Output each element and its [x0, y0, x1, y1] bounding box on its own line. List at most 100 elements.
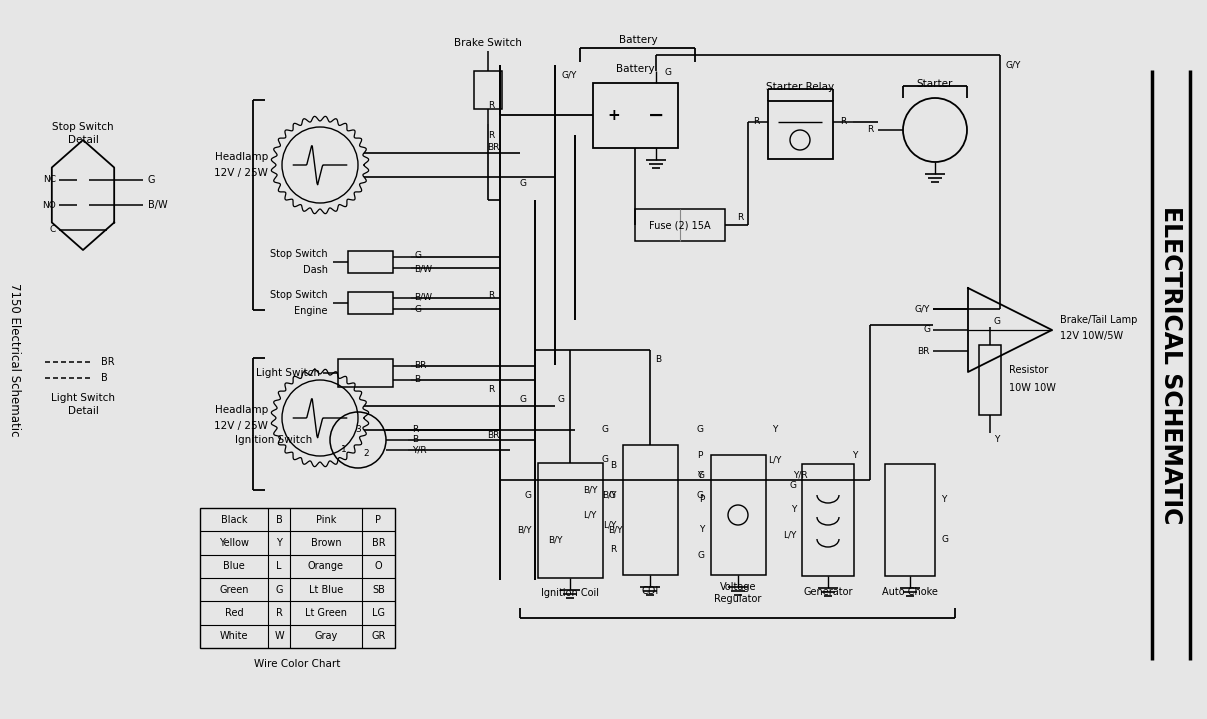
Text: Y: Y — [852, 451, 858, 459]
Text: Y: Y — [995, 434, 999, 444]
Text: B: B — [611, 460, 617, 470]
Text: Fuse (2) 15A: Fuse (2) 15A — [649, 220, 711, 230]
Text: G: G — [923, 326, 931, 334]
Text: CDI: CDI — [641, 586, 659, 596]
Text: Resistor: Resistor — [1009, 365, 1048, 375]
Text: L/Y: L/Y — [583, 510, 596, 520]
Text: G: G — [525, 490, 531, 500]
Text: B/Y: B/Y — [548, 536, 562, 544]
Text: B: B — [275, 515, 282, 525]
Bar — [593, 83, 677, 147]
Text: −: − — [648, 106, 664, 124]
Text: G: G — [414, 251, 421, 260]
Text: Detail: Detail — [68, 135, 99, 145]
Text: B/W: B/W — [414, 264, 432, 273]
Text: Dash: Dash — [303, 265, 327, 275]
Bar — [348, 251, 392, 273]
Text: R: R — [488, 385, 494, 395]
Bar — [979, 345, 1001, 415]
Text: White: White — [220, 631, 249, 641]
Text: Lt Blue: Lt Blue — [309, 585, 343, 595]
Bar — [635, 209, 725, 241]
Text: G: G — [696, 490, 704, 500]
Text: Blue: Blue — [223, 562, 245, 572]
Text: Starter Relay: Starter Relay — [766, 82, 834, 92]
Text: Orange: Orange — [308, 562, 344, 572]
Text: Ignition Switch: Ignition Switch — [234, 435, 311, 445]
Text: Ignition Coil: Ignition Coil — [541, 588, 599, 598]
Text: Brake/Tail Lamp: Brake/Tail Lamp — [1060, 315, 1137, 325]
Text: G: G — [698, 470, 705, 480]
Text: Auto Choke: Auto Choke — [882, 587, 938, 597]
Text: Engine: Engine — [295, 306, 327, 316]
Text: G: G — [995, 316, 1001, 326]
Text: Stop Switch: Stop Switch — [270, 290, 327, 300]
Text: G: G — [520, 395, 527, 405]
Text: G: G — [601, 426, 608, 434]
Text: 12V / 25W: 12V / 25W — [214, 421, 268, 431]
Text: BR: BR — [372, 538, 385, 548]
Text: SB: SB — [372, 585, 385, 595]
Text: G: G — [520, 178, 527, 188]
Text: Voltage: Voltage — [719, 582, 757, 592]
Bar — [711, 455, 765, 575]
Text: 3: 3 — [355, 426, 361, 434]
Text: R: R — [488, 131, 494, 139]
Text: G/Y: G/Y — [1005, 60, 1021, 70]
Text: G: G — [275, 585, 282, 595]
Text: G/Y: G/Y — [561, 70, 577, 80]
Text: Battery: Battery — [619, 35, 658, 45]
Text: G: G — [696, 426, 704, 434]
Text: Lt Green: Lt Green — [305, 608, 346, 618]
Bar — [348, 292, 392, 314]
Text: R: R — [488, 290, 494, 300]
Text: ELECTRICAL SCHEMATIC: ELECTRICAL SCHEMATIC — [1159, 206, 1183, 524]
Text: BR: BR — [917, 347, 931, 355]
Text: C: C — [49, 226, 56, 234]
Text: L: L — [276, 562, 281, 572]
Text: Y: Y — [791, 505, 795, 515]
Text: Battery: Battery — [616, 63, 654, 73]
Text: Generator: Generator — [803, 587, 853, 597]
Text: NC: NC — [43, 175, 56, 185]
Text: G: G — [601, 456, 608, 464]
Text: Brown: Brown — [310, 538, 342, 548]
Text: B/Y: B/Y — [517, 526, 531, 534]
Text: R: R — [611, 546, 617, 554]
Text: BR: BR — [488, 142, 500, 152]
Text: BR: BR — [414, 362, 427, 370]
Text: Red: Red — [225, 608, 244, 618]
Text: Yellow: Yellow — [218, 538, 249, 548]
Text: B/W: B/W — [148, 200, 168, 210]
Text: +: + — [607, 108, 620, 122]
Text: Wire Color Chart: Wire Color Chart — [255, 659, 340, 669]
Text: P: P — [375, 515, 381, 525]
Text: B/W: B/W — [414, 292, 432, 301]
Text: Regulator: Regulator — [715, 594, 762, 604]
Text: G: G — [664, 68, 671, 77]
Text: B: B — [655, 355, 661, 365]
Text: G: G — [148, 175, 156, 185]
Bar — [537, 462, 602, 577]
Text: Y/R: Y/R — [412, 446, 426, 454]
Text: G: G — [414, 305, 421, 314]
Text: Stop Switch: Stop Switch — [270, 249, 327, 259]
Text: LG: LG — [372, 608, 385, 618]
Text: Light Switch: Light Switch — [256, 368, 320, 378]
Bar — [801, 464, 855, 576]
Text: Detail: Detail — [68, 406, 99, 416]
Text: 12V 10W/5W: 12V 10W/5W — [1060, 331, 1124, 341]
Text: B/Y: B/Y — [583, 485, 597, 495]
Text: BR: BR — [488, 431, 500, 441]
Bar — [768, 101, 833, 159]
Text: Green: Green — [220, 585, 249, 595]
Text: O: O — [374, 562, 383, 572]
Text: G: G — [558, 395, 565, 405]
Text: G: G — [698, 551, 705, 559]
Text: Y/R: Y/R — [793, 470, 807, 480]
Text: Y: Y — [698, 470, 702, 480]
Text: R: R — [275, 608, 282, 618]
Text: L/Y: L/Y — [769, 456, 782, 464]
Text: R: R — [867, 126, 873, 134]
Text: Pink: Pink — [316, 515, 337, 525]
